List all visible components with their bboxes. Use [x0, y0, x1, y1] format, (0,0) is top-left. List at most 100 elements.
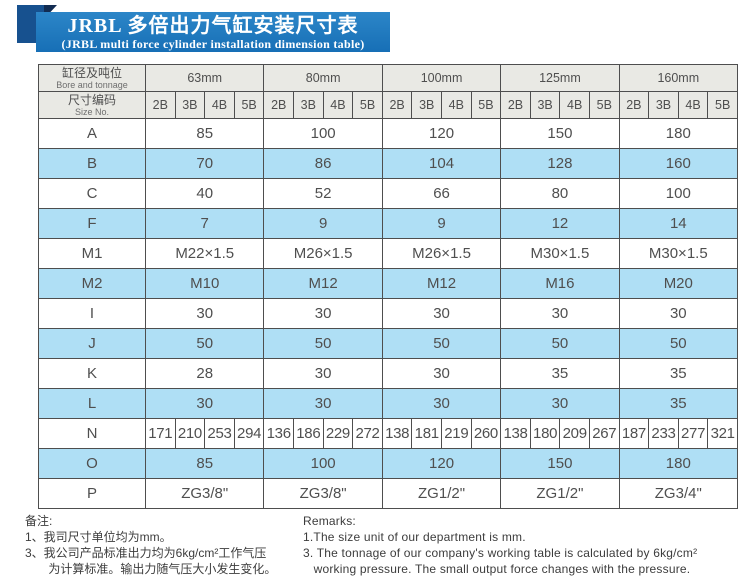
row-label-cell: L	[38, 388, 146, 419]
title-banner: JRBL 多倍出力气缸安装尺寸表 (JRBL multi force cylin…	[36, 12, 390, 52]
value-cell: 80	[500, 178, 620, 209]
value-cell: 30	[263, 298, 383, 329]
value-cell: 12	[500, 208, 620, 239]
value-cell: 253	[204, 418, 235, 449]
value-cell: 267	[589, 418, 620, 449]
subcol-header-cell: 2B	[145, 91, 176, 119]
group-header-cell: 125mm	[500, 64, 620, 92]
subcol-header-cell: 2B	[618, 91, 650, 119]
notes-en-heading: Remarks:	[303, 514, 356, 528]
group-header-cell: 160mm	[618, 64, 738, 92]
value-cell: 52	[263, 178, 383, 209]
table-row: P ZG3/8" ZG3/8" ZG1/2" ZG1/2" ZG3/4"	[38, 478, 738, 509]
table-row: J 50 50 50 50 50	[38, 328, 738, 359]
group-header-cell: 100mm	[381, 64, 502, 92]
subcol-header-cell: 4B	[204, 91, 235, 119]
table-row: M2 M10 M12 M12 M16 M20	[38, 268, 738, 299]
table-row: F 7 9 9 12 14	[38, 208, 738, 239]
page-title-en: (JRBL multi force cylinder installation …	[61, 37, 365, 51]
value-cell: 7	[144, 208, 265, 239]
table-row: C 40 52 66 80 100	[38, 178, 738, 209]
table-body: A 85 100 120 150 180 B 70 86 104 128 160 C 40 52 66 80 10…	[38, 118, 738, 509]
value-cell: 30	[263, 388, 383, 419]
subcol-header-cell: 5B	[470, 91, 502, 119]
row-label-cell: J	[38, 328, 146, 359]
value-cell: 30	[381, 388, 502, 419]
subcol-header-cell: 5B	[589, 91, 620, 119]
notes-chinese: 备注: 1、我司尺寸单位均为mm。 3、我公司产品标准出力均为6kg/cm²工作气…	[25, 513, 276, 577]
value-cell: 160	[618, 148, 738, 179]
value-cell: 104	[381, 148, 502, 179]
value-cell: M30×1.5	[500, 238, 620, 269]
value-cell: 210	[174, 418, 206, 449]
table-row: N 171 210 253 294 136 186 229 272 138 181 219 260 138…	[38, 418, 738, 449]
value-cell: 186	[293, 418, 324, 449]
subcol-header-cell: 4B	[559, 91, 590, 119]
value-cell: 50	[500, 328, 620, 359]
note-line: 1.The size unit of our department is mm.	[303, 530, 526, 544]
value-cell: 138	[381, 418, 413, 449]
value-cell: 30	[144, 388, 265, 419]
value-cell: 120	[381, 448, 502, 479]
value-cell: 85	[144, 118, 265, 149]
value-cell: 35	[618, 358, 738, 389]
value-cell: ZG1/2"	[381, 478, 502, 509]
value-cell: ZG3/4"	[618, 478, 738, 509]
value-cell: M26×1.5	[263, 238, 383, 269]
table-head: 缸径及吨位 Bore and tonnage 63mm 80mm 100mm 125mm 1…	[38, 64, 738, 119]
note-line: 3、我公司产品标准出力均为6kg/cm²工作气压	[25, 546, 267, 560]
value-cell: 35	[618, 388, 738, 419]
value-cell: 50	[144, 328, 265, 359]
note-line: 3. The tonnage of our company's working …	[303, 546, 698, 560]
value-cell: M20	[618, 268, 738, 299]
value-cell: 14	[618, 208, 738, 239]
value-cell: 70	[144, 148, 265, 179]
row-label-cell: I	[38, 298, 146, 329]
row-label-cell: B	[38, 148, 146, 179]
value-cell: 138	[500, 418, 531, 449]
value-cell: 50	[263, 328, 383, 359]
table-row: I 30 30 30 30 30	[38, 298, 738, 329]
value-cell: 321	[707, 418, 738, 449]
value-cell: M22×1.5	[144, 238, 265, 269]
value-cell: 30	[500, 298, 620, 329]
table-row: A 85 100 120 150 180	[38, 118, 738, 149]
subcol-header-cell: 4B	[322, 91, 354, 119]
value-cell: 171	[145, 418, 176, 449]
value-cell: 180	[618, 448, 738, 479]
row-label-cell: O	[38, 448, 146, 479]
value-cell: 100	[618, 178, 738, 209]
value-cell: 50	[381, 328, 502, 359]
value-cell: 150	[500, 448, 620, 479]
value-cell: 100	[263, 118, 383, 149]
subcol-header-cell: 4B	[677, 91, 709, 119]
value-cell: 40	[144, 178, 265, 209]
value-cell: 294	[233, 418, 265, 449]
subcol-header-cell: 3B	[174, 91, 206, 119]
subcol-header-cell: 5B	[352, 91, 383, 119]
value-cell: 9	[263, 208, 383, 239]
subcol-header-cell: 3B	[293, 91, 324, 119]
row-label-cell: P	[38, 478, 146, 509]
subcol-header-cell: 4B	[441, 91, 472, 119]
value-cell: 180	[618, 118, 738, 149]
value-cell: 229	[322, 418, 354, 449]
note-line: 1、我司尺寸单位均为mm。	[25, 530, 172, 544]
value-cell: 260	[470, 418, 502, 449]
subcol-header-cell: 5B	[707, 91, 738, 119]
subcol-header-cell: 2B	[263, 91, 295, 119]
value-cell: ZG3/8"	[263, 478, 383, 509]
value-cell: 136	[263, 418, 295, 449]
subcol-header-cell: 2B	[500, 91, 531, 119]
value-cell: 66	[381, 178, 502, 209]
value-cell: 30	[263, 358, 383, 389]
value-cell: 233	[648, 418, 679, 449]
row-label-cell: N	[38, 418, 146, 449]
value-cell: 30	[500, 388, 620, 419]
value-cell: 85	[144, 448, 265, 479]
subcol-header-cell: 5B	[233, 91, 265, 119]
value-cell: 30	[381, 358, 502, 389]
value-cell: 30	[618, 298, 738, 329]
page-title-zh: JRBL 多倍出力气缸安装尺寸表	[67, 15, 359, 37]
